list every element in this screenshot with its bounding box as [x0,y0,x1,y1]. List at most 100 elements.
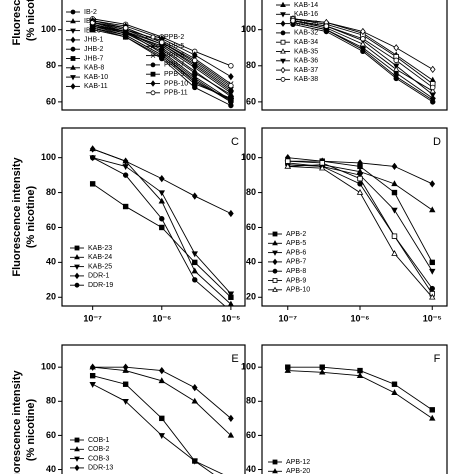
marker [191,192,198,200]
marker [429,206,436,213]
legend-marker [280,20,286,27]
marker [429,268,436,275]
legend-marker [74,446,80,452]
panel-letter: D [433,136,441,148]
marker [391,381,398,387]
marker [122,157,129,165]
marker [284,162,291,169]
legend-marker [70,46,76,52]
marker [356,172,364,179]
legend-label: PPB-9 [164,71,184,78]
legend-label: JHB-2 [84,46,104,53]
plot-frame [261,127,448,307]
marker [356,372,364,378]
legend-marker [70,75,76,81]
marker [158,197,165,204]
panel: 40 60 80 100 E Fluorescence intensity (% nicot… [11,344,246,474]
legend-marker [70,9,76,15]
marker [228,72,234,81]
legend-label: PPB-6 [164,52,184,59]
marker [429,414,436,421]
legend-label: KAB-10 [84,74,108,81]
marker [356,188,364,195]
legend-label: KAB-36 [294,58,318,65]
legend-label: KAB-35 [294,48,318,55]
marker [429,293,436,300]
marker [290,17,296,24]
legend-marker [272,286,278,292]
legend-label: APB-12 [286,459,310,466]
legend-label: IB-2 [84,9,97,16]
legend-label: KAB-37 [294,67,318,74]
marker [393,57,399,64]
legend-marker [70,64,76,70]
marker [319,368,326,375]
legend-marker [272,459,278,465]
y-tick-label: 40 [246,257,256,267]
marker [429,65,436,74]
legend-label: KAB-28 [294,20,318,27]
y-tick-label: 40 [46,464,56,474]
legend-label: DDR-13 [88,465,113,472]
plot-area [89,16,235,109]
legend-marker [280,66,286,74]
legend-label: KAB-25 [88,263,112,270]
marker [391,250,398,256]
marker [429,259,435,266]
legend-marker [74,245,80,251]
marker [357,159,363,167]
marker [227,291,235,298]
panel: 20 40 60 80 100 10⁻⁷ 10⁻⁶ 10⁻⁵ D APB-2 APB-5 APB-6 A… [241,127,448,323]
marker [122,172,129,178]
y-axis-label: Fluorescence intensity [11,370,23,474]
legend-label: APB-10 [286,287,310,294]
y-axis-label: Fluorescence intensity [11,157,23,277]
y-tick-label: 80 [246,396,256,406]
legend-marker [272,258,278,266]
x-tick-label: 10⁻⁵ [423,313,442,323]
legend-marker [280,77,286,82]
panel: 20 40 60 80 100 10⁻⁷ 10⁻⁶ 10⁻⁵ C Fluorescence int… [11,127,246,323]
marker [228,414,234,422]
legend-label: COB-2 [88,446,110,453]
y-tick-label: 60 [246,96,256,106]
legend-label: IB-10 [84,27,101,34]
marker [122,399,129,405]
legend-label: KAB-8 [84,65,104,72]
marker [192,57,198,64]
panel-letter: E [231,353,238,365]
marker [191,384,198,392]
plot-area [289,15,436,105]
marker [191,458,198,465]
marker [228,82,234,89]
marker [89,19,96,26]
marker [192,84,198,91]
legend-marker [70,56,76,61]
plot-frame [61,344,246,474]
legend-label: COB-1 [88,437,110,444]
marker [323,23,330,29]
panel: 60 80 100 Fluorescence (% nicotine) IB-2 IB-4 I… [11,0,246,111]
panel-letter: F [434,353,441,365]
marker [159,216,165,222]
legend-marker [70,28,76,34]
marker [227,90,235,97]
y-tick-label: 60 [246,430,256,440]
y-axis-label: (% nicotine) [25,399,37,462]
legend-marker [70,83,76,90]
legend-marker [74,282,80,288]
marker [192,259,198,266]
legend-label: KAB-38 [294,76,318,83]
marker [158,190,165,197]
marker [228,97,234,103]
marker [159,52,165,58]
marker [285,158,291,164]
marker [159,415,165,422]
y-tick-label: 100 [41,152,56,162]
legend-marker [150,90,156,96]
legend-label: JHB-7 [84,55,104,62]
marker [192,277,198,283]
marker [192,79,198,85]
legend-label: KAB-16 [294,11,318,18]
